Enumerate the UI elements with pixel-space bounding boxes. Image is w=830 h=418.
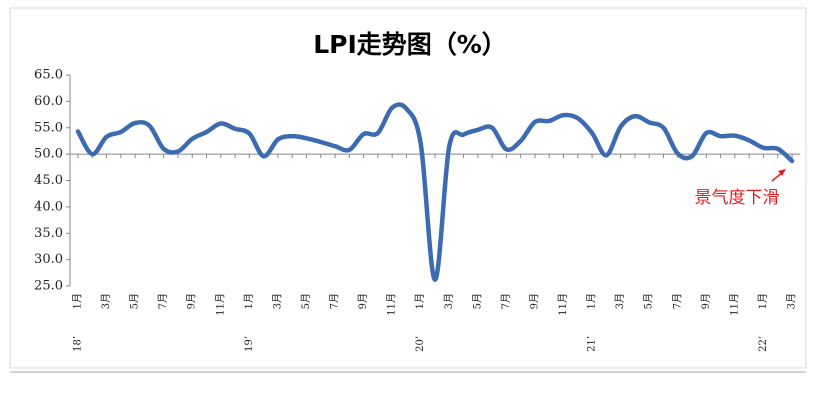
x-tick-label: 9月 xyxy=(357,293,369,309)
year-label: 18’ xyxy=(73,336,84,352)
year-label: 20’ xyxy=(415,336,426,352)
x-tick-label: 3月 xyxy=(443,293,455,309)
x-tick-label: 1月 xyxy=(72,293,84,309)
x-tick-label: 3月 xyxy=(271,293,283,309)
x-tick-label: 3月 xyxy=(100,293,112,309)
annotation-arrowhead xyxy=(778,169,786,176)
x-tick-label: 11月 xyxy=(214,293,226,316)
x-tick-label: 5月 xyxy=(300,293,312,309)
annotation: 景气度下滑 xyxy=(695,188,780,208)
x-tick-label: 3月 xyxy=(614,293,626,309)
y-tick-label: 50.0 xyxy=(34,147,63,162)
line-series xyxy=(75,102,795,282)
chart-title: LPI走势图（%） xyxy=(313,30,507,59)
x-tick-label: 9月 xyxy=(700,293,712,309)
y-tick-label: 40.0 xyxy=(34,199,63,214)
y-tick-label: 45.0 xyxy=(34,173,63,188)
x-tick-label: 9月 xyxy=(528,293,540,309)
x-tick-label: 11月 xyxy=(557,293,569,316)
x-tick-label: 5月 xyxy=(643,293,655,309)
y-tick-label: 65.0 xyxy=(34,68,63,83)
x-tick-label: 1月 xyxy=(414,293,426,309)
y-tick-label: 55.0 xyxy=(34,120,63,135)
x-tick-label: 11月 xyxy=(386,293,398,316)
x-tick-label: 1月 xyxy=(243,293,255,309)
y-tick-label: 30.0 xyxy=(34,252,63,267)
y-tick-label: 35.0 xyxy=(34,226,63,241)
year-label: 22’ xyxy=(758,336,769,352)
x-tick-label: 11月 xyxy=(728,293,740,316)
y-tick-label: 60.0 xyxy=(34,94,63,109)
x-tick-label: 5月 xyxy=(129,293,141,309)
x-tick-label: 7月 xyxy=(329,293,341,309)
x-tick-label: 7月 xyxy=(500,293,512,309)
y-tick-label: 25.0 xyxy=(34,279,63,294)
year-label: 19’ xyxy=(244,336,255,352)
x-tick-label: 7月 xyxy=(671,293,683,309)
x-tick-label: 9月 xyxy=(186,293,198,309)
chart-border xyxy=(9,7,807,369)
x-tick-label: 7月 xyxy=(157,293,169,309)
x-tick-label: 5月 xyxy=(471,293,483,309)
x-tick-label: 1月 xyxy=(586,293,598,309)
x-tick-label: 3月 xyxy=(786,293,798,309)
x-tick-label: 1月 xyxy=(757,293,769,309)
year-label: 21’ xyxy=(587,336,598,352)
